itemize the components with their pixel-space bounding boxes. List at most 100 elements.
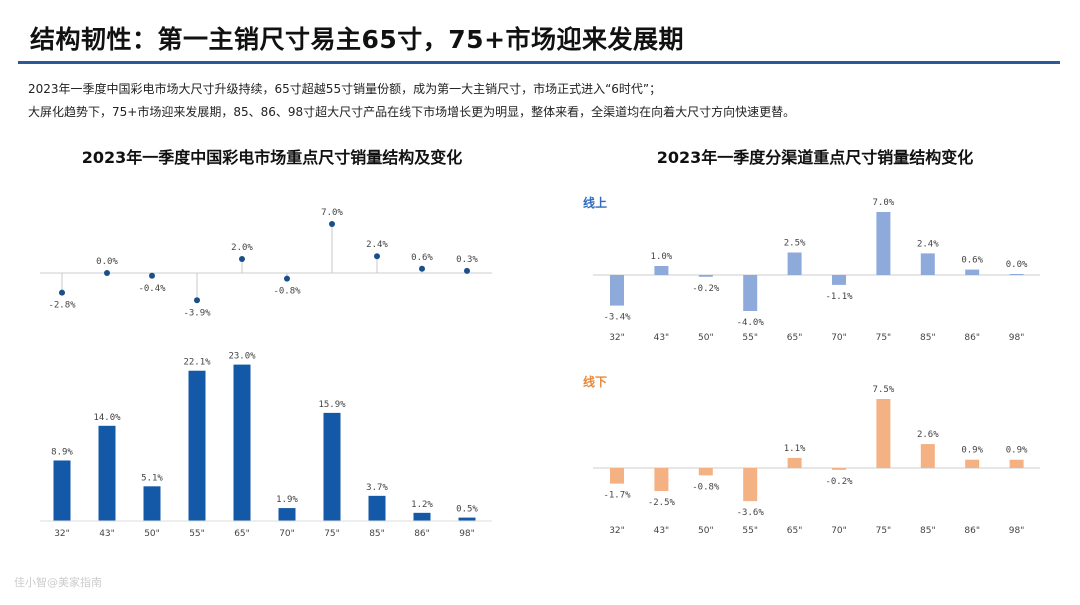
share-bar-label: 3.7% xyxy=(366,483,388,493)
x-tick-label: 32" xyxy=(609,526,625,536)
lollipop-label: -0.4% xyxy=(138,284,166,294)
x-tick-label: 43" xyxy=(99,529,115,539)
online-bar xyxy=(832,275,846,285)
x-tick-label: 70" xyxy=(831,333,847,343)
x-tick-label: 50" xyxy=(698,526,714,536)
watermark-text: 佳小智@美家指南 xyxy=(14,576,102,589)
x-tick-label: 85" xyxy=(920,526,936,536)
x-tick-label: 98" xyxy=(459,529,475,539)
x-tick-label: 50" xyxy=(698,333,714,343)
offline-bar xyxy=(1009,459,1024,468)
share-bar-label: 14.0% xyxy=(93,413,121,423)
offline-bar xyxy=(876,399,891,468)
x-tick-label: 55" xyxy=(189,529,205,539)
offline-bar-label: -0.2% xyxy=(825,477,853,487)
share-bar xyxy=(188,370,206,521)
left-chart-title: 2023年一季度中国彩电市场重点尺寸销量结构及变化 xyxy=(82,148,463,167)
x-tick-label: 43" xyxy=(654,526,670,536)
offline-bar xyxy=(965,459,980,468)
x-tick-label: 32" xyxy=(609,333,625,343)
offline-bar xyxy=(832,468,846,470)
online-bar xyxy=(1009,274,1024,275)
x-tick-label: 98" xyxy=(1009,333,1025,343)
x-tick-label: 55" xyxy=(742,526,758,536)
x-tick-label: 65" xyxy=(234,529,250,539)
lollipop-point xyxy=(239,256,245,262)
x-tick-label: 43" xyxy=(654,333,670,343)
online-bar-label: -0.2% xyxy=(692,284,720,294)
online-bar xyxy=(654,266,669,275)
description-line-2: 大屏化趋势下，75+市场迎来发展期，85、86、98寸超大尺寸产品在线下市场增长… xyxy=(28,105,796,119)
share-bar xyxy=(368,495,386,521)
offline-bar xyxy=(654,468,669,491)
online-bar-label: 7.0% xyxy=(873,198,895,208)
lollipop-point xyxy=(464,267,470,274)
x-tick-label: 85" xyxy=(369,529,385,539)
lollipop-label: 0.6% xyxy=(411,253,433,263)
share-bar xyxy=(143,486,161,521)
share-bar-label: 8.9% xyxy=(51,447,73,457)
online-bar xyxy=(787,252,802,275)
x-tick-label: 70" xyxy=(279,529,295,539)
offline-bar-label: -1.7% xyxy=(603,491,631,501)
online-bar-label: 0.6% xyxy=(961,256,983,266)
offline-bar-label: 0.9% xyxy=(1006,446,1028,456)
online-bar xyxy=(965,269,980,275)
share-bar xyxy=(458,517,476,521)
lollipop-point xyxy=(374,253,380,260)
offline-bar-label: -3.6% xyxy=(737,508,765,518)
x-tick-label: 55" xyxy=(742,333,758,343)
online-bar xyxy=(610,275,624,306)
lollipop-point xyxy=(419,265,425,272)
offline-bar-label: 7.5% xyxy=(873,385,895,395)
share-bar-label: 5.1% xyxy=(141,473,163,483)
x-tick-label: 98" xyxy=(1009,526,1025,536)
description-line-1: 2023年一季度中国彩电市场大尺寸升级持续，65寸超越55寸销量份额，成为第一大… xyxy=(28,82,662,96)
share-bar-label: 1.2% xyxy=(411,500,433,510)
offline-series-label: 线下 xyxy=(583,374,607,389)
title-divider xyxy=(18,61,1060,64)
x-tick-label: 70" xyxy=(831,526,847,536)
lollipop-point xyxy=(104,270,110,276)
x-tick-label: 86" xyxy=(964,526,980,536)
online-bar xyxy=(698,275,713,277)
share-bar xyxy=(323,412,341,521)
online-bar xyxy=(920,253,935,275)
online-bar-label: -4.0% xyxy=(737,318,765,328)
lollipop-label: 7.0% xyxy=(321,208,343,218)
offline-bar xyxy=(743,468,758,502)
online-series-label: 线上 xyxy=(583,195,607,210)
right-chart-title: 2023年一季度分渠道重点尺寸销量结构变化 xyxy=(657,148,974,167)
lollipop-label: -3.9% xyxy=(183,308,211,318)
share-bar xyxy=(53,460,71,521)
offline-bar xyxy=(787,457,802,468)
offline-bar-label: 2.6% xyxy=(917,430,939,440)
share-bar xyxy=(413,512,431,521)
x-tick-label: 50" xyxy=(144,529,160,539)
online-bar-label: 2.4% xyxy=(917,239,939,249)
x-tick-label: 32" xyxy=(54,529,70,539)
online-bar xyxy=(743,275,758,311)
x-tick-label: 85" xyxy=(920,333,936,343)
lollipop-label: -0.8% xyxy=(273,287,301,297)
share-bar xyxy=(278,508,296,521)
online-bar-label: 1.0% xyxy=(651,252,673,262)
share-bar-label: 23.0% xyxy=(228,352,256,362)
share-bar-label: 15.9% xyxy=(318,400,346,410)
x-tick-label: 86" xyxy=(964,333,980,343)
lollipop-point xyxy=(284,275,290,282)
lollipop-point xyxy=(59,289,65,296)
share-bar-label: 0.5% xyxy=(456,505,478,515)
offline-bar-label: -0.8% xyxy=(692,482,720,492)
lollipop-point xyxy=(149,272,155,279)
page-title: 结构韧性：第一主销尺寸易主65寸，75+市场迎来发展期 xyxy=(30,25,685,54)
online-bar-label: 2.5% xyxy=(784,239,806,249)
offline-bar-label: 0.9% xyxy=(961,446,983,456)
offline-bar xyxy=(610,468,624,484)
lollipop-point xyxy=(329,221,335,227)
lollipop-label: 0.0% xyxy=(96,257,118,267)
online-bar xyxy=(876,212,891,275)
lollipop-label: 2.0% xyxy=(231,243,253,253)
offline-bar-label: 1.1% xyxy=(784,444,806,454)
share-bar xyxy=(233,364,251,521)
